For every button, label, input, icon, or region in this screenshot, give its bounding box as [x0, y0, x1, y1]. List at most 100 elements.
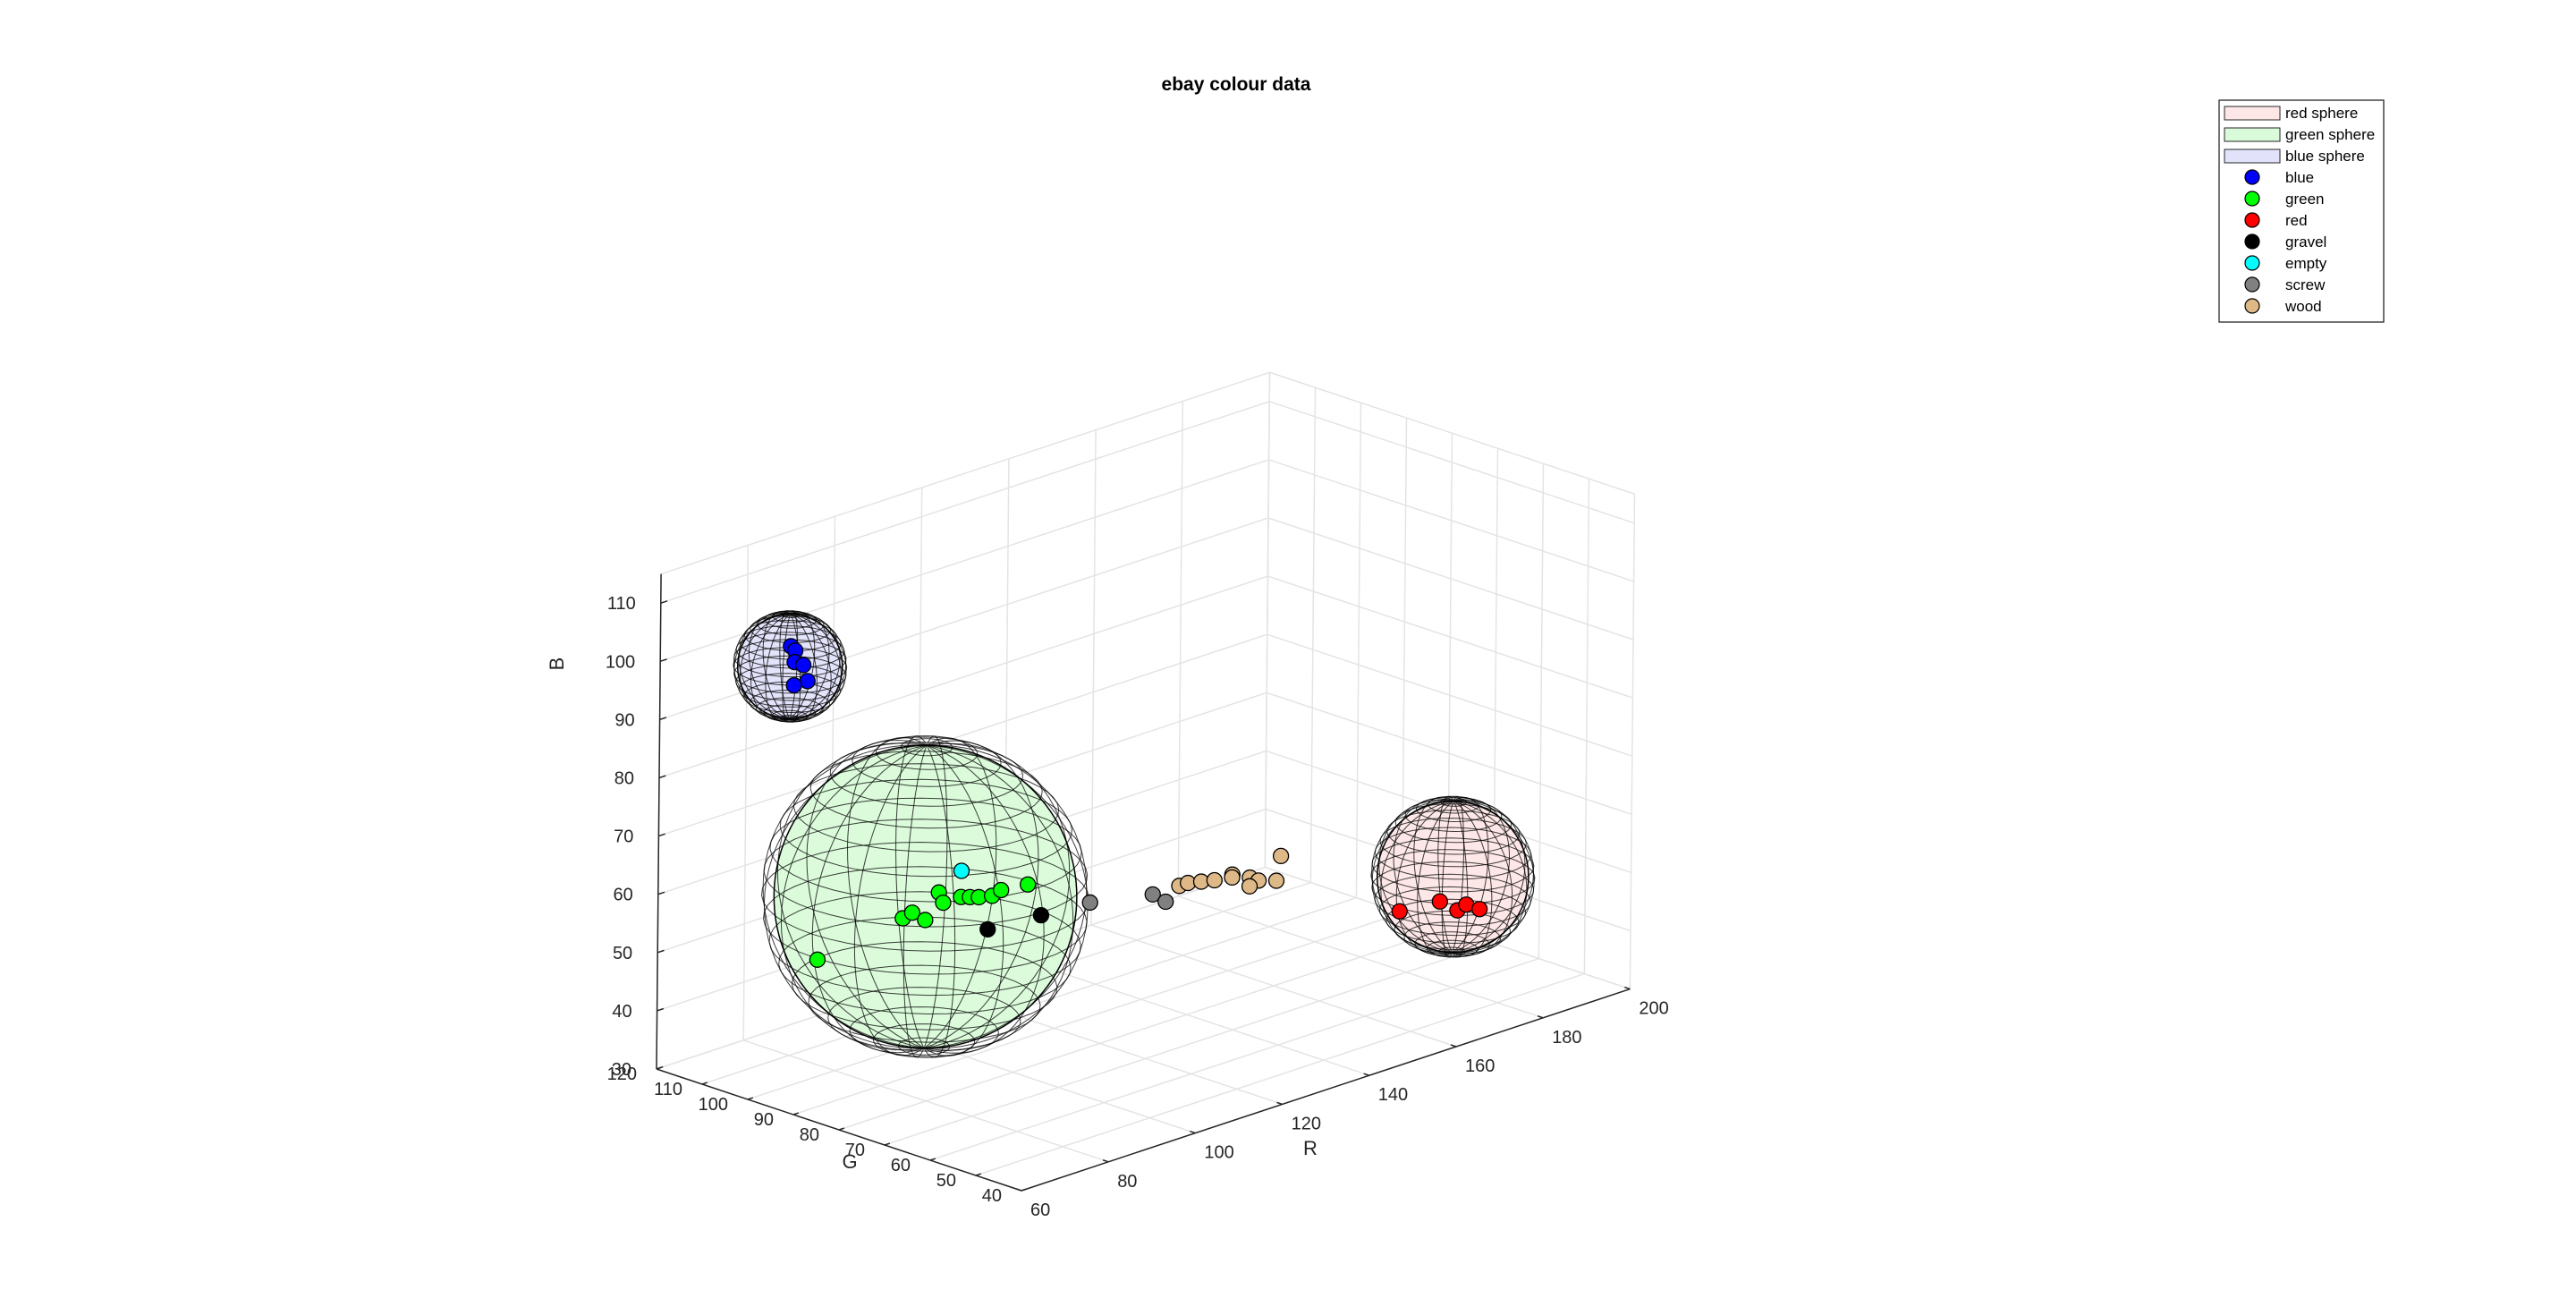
x-tick-label: 120	[1292, 1114, 1321, 1133]
legend-patch	[2224, 106, 2281, 121]
sphere-outline	[773, 744, 1078, 1049]
sphere-mesh-line	[776, 742, 928, 1049]
legend-label: blue sphere	[2285, 148, 2365, 165]
z-tick-label: 60	[614, 886, 633, 905]
legend-label: wood	[2284, 298, 2322, 315]
data-point	[935, 894, 952, 912]
sphere-mesh-line	[763, 744, 928, 1049]
z-tick-mark	[658, 833, 665, 837]
legend-marker	[2244, 191, 2260, 207]
z-tick-mark	[659, 717, 667, 721]
legend: red sphere green sphere blue sphere blue gre…	[2218, 99, 2385, 323]
sphere-mesh-line	[923, 735, 948, 1048]
data-point	[1032, 906, 1050, 924]
sphere-mesh-line	[739, 613, 791, 720]
sphere-mesh-line	[789, 613, 841, 720]
sphere-mesh-line	[1452, 795, 1464, 953]
series-empty	[953, 862, 970, 879]
grid-line	[1309, 387, 1317, 883]
x-tick-label: 200	[1639, 999, 1668, 1019]
grid-line	[1177, 401, 1184, 896]
sphere-mesh-line	[1452, 798, 1511, 954]
sphere-mesh-line	[1393, 798, 1454, 954]
series-wood	[1171, 847, 1290, 895]
series-screw	[1081, 886, 1174, 912]
sphere-mesh-line	[811, 744, 928, 1054]
grid-line	[658, 633, 1268, 837]
z-tick-mark	[657, 949, 665, 954]
grid-line	[660, 371, 1270, 575]
series-gravel	[979, 906, 1050, 938]
z-tick-mark	[660, 600, 668, 604]
y-tick-label: 90	[754, 1110, 774, 1130]
x-tick-label: 140	[1378, 1085, 1408, 1105]
sphere-fill	[774, 745, 1077, 1048]
chart-title: ebay colour data	[1162, 74, 1311, 95]
data-point	[1241, 878, 1258, 895]
grid-line	[975, 972, 1585, 1176]
data-point	[1081, 894, 1098, 912]
y-tick-label: 50	[936, 1171, 956, 1191]
legend-label: blue	[2285, 169, 2314, 186]
data-point	[1157, 893, 1174, 911]
z-tick-mark	[658, 775, 666, 779]
sphere-mesh-line	[1452, 801, 1513, 956]
axes: 60 80 100 120 140 160 180 200 40 50 60 70 80 90 100 110…	[606, 573, 1669, 1220]
sphere-mesh-line	[1452, 799, 1526, 954]
z-axis-label: B	[546, 657, 568, 671]
grid-line	[1583, 479, 1590, 974]
grid-line	[1269, 371, 1635, 495]
grid-line	[1264, 372, 1271, 868]
x-tick-mark	[1537, 1015, 1544, 1019]
legend-label: gravel	[2285, 233, 2326, 250]
y-tick-label: 60	[891, 1156, 911, 1175]
data-point	[1144, 886, 1161, 903]
legend-label: empty	[2285, 255, 2327, 272]
sphere-mesh-line	[789, 613, 832, 722]
z-tick-mark	[657, 1007, 665, 1012]
data-point	[993, 881, 1010, 899]
legend-marker	[2244, 276, 2260, 293]
y-tick-mark	[838, 1127, 845, 1131]
y-tick-label: 70	[845, 1141, 865, 1160]
grid-line	[792, 912, 1402, 1116]
x-tick-label: 60	[1030, 1200, 1050, 1220]
sphere-mesh-line	[762, 744, 928, 1049]
z-tick-label: 30	[612, 1060, 631, 1080]
data-point	[1224, 869, 1241, 887]
data-point	[1272, 847, 1290, 865]
grid-line	[884, 942, 1494, 1146]
x-tick-label: 100	[1204, 1143, 1233, 1163]
data-point	[1206, 871, 1223, 889]
x-tick-mark	[1276, 1101, 1283, 1106]
sphere-mesh-line	[765, 614, 792, 722]
data-point	[799, 673, 816, 690]
series-red	[1391, 893, 1488, 920]
grid-line	[1538, 463, 1545, 959]
sphere-fill	[1377, 801, 1529, 953]
y-tick-mark	[1021, 1188, 1028, 1192]
grid-line	[1629, 494, 1636, 989]
green-sphere	[760, 735, 1090, 1058]
sphere-mesh-line	[923, 742, 1071, 1049]
sphere-mesh-line	[1452, 801, 1528, 954]
legend-label: green sphere	[2285, 126, 2375, 143]
x-tick-mark	[1450, 1044, 1457, 1048]
x-tick-label: 160	[1465, 1056, 1495, 1076]
x-axis-line	[1021, 988, 1631, 1192]
sphere-mesh-line	[923, 744, 1045, 1054]
sphere-mesh-line	[780, 744, 928, 1051]
legend-label: green	[2285, 191, 2324, 208]
x-tick-mark	[1102, 1159, 1109, 1163]
grid-line	[1090, 429, 1097, 926]
data-point	[785, 676, 802, 694]
data-point	[917, 912, 934, 929]
legend-patch	[2224, 148, 2281, 164]
sphere-mesh-line	[750, 613, 791, 721]
legend-marker	[2244, 233, 2260, 250]
red-sphere	[1370, 795, 1536, 958]
z-tick-label: 80	[614, 769, 634, 789]
legend-label: screw	[2285, 276, 2326, 293]
y-tick-label: 120	[607, 1065, 637, 1084]
sphere-mesh-line	[853, 744, 928, 1056]
